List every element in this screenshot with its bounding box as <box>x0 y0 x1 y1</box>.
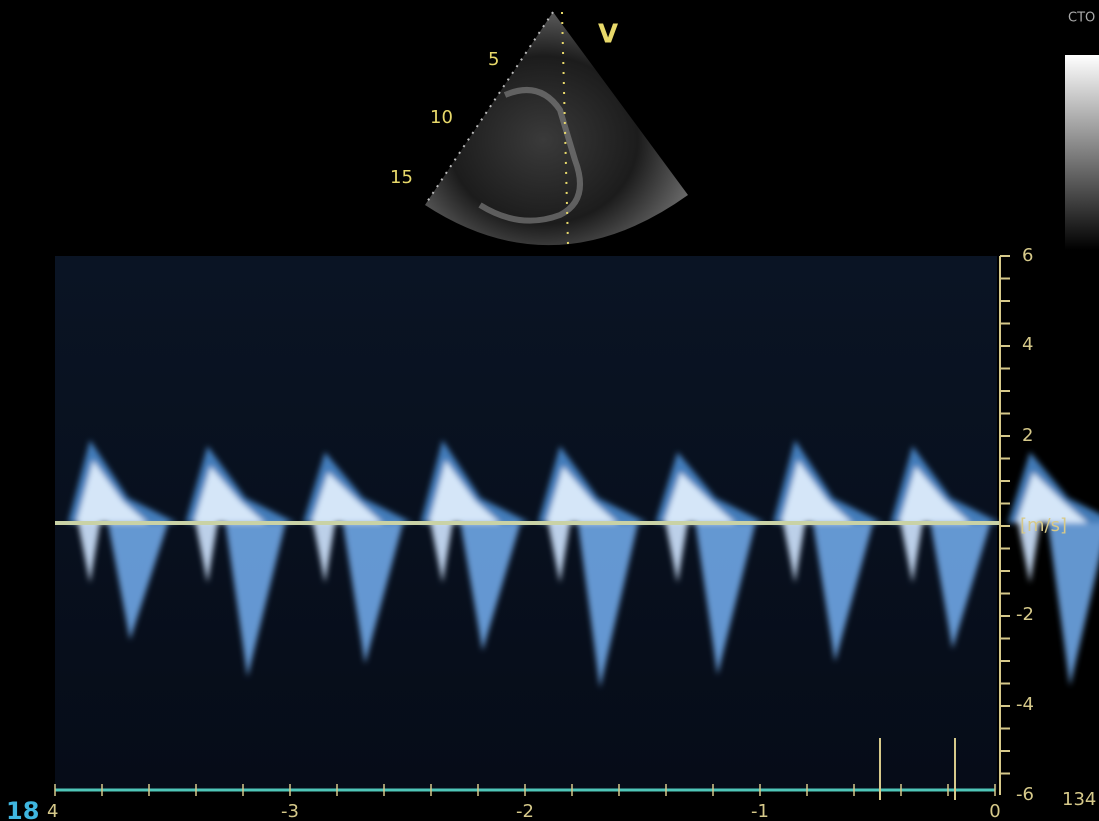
time-tick-label: 0 <box>989 801 1000 821</box>
time-tick-label: -2 <box>516 801 534 821</box>
colorbar-label: CTO <box>1068 11 1095 26</box>
depth-label: 5 <box>488 49 499 70</box>
time-tick-label: -1 <box>751 801 769 821</box>
velocity-tick-label: -4 <box>1016 694 1034 715</box>
readout-left: 18 <box>6 797 39 821</box>
velocity-tick-label: -2 <box>1016 604 1034 625</box>
sector-image <box>425 12 688 245</box>
depth-label: 15 <box>390 167 413 188</box>
velocity-unit: [m/s] <box>1020 515 1067 536</box>
velocity-tick-label: 2 <box>1022 425 1033 446</box>
ultrasound-screen: V 5 10 15 CTO 6 4 2 [m/s] -2 -4 -6 4 -3 … <box>0 0 1099 821</box>
time-tick-label: -3 <box>281 801 299 821</box>
time-tick-label: 4 <box>47 801 58 821</box>
gray-bar <box>1065 55 1099 250</box>
depth-label: 10 <box>430 107 453 128</box>
velocity-tick-label: -6 <box>1016 784 1034 805</box>
velocity-ticks <box>1000 256 1010 774</box>
reverse-flow <box>1048 523 1099 686</box>
velocity-tick-label: 4 <box>1022 334 1033 355</box>
velocity-tick-label: 6 <box>1022 245 1033 266</box>
time-ticks <box>55 784 995 796</box>
page: {"sector": {"mode_label": "V", "depth_la… <box>0 0 1099 821</box>
readout-right: 134 <box>1062 789 1096 810</box>
mode-label: V <box>598 20 618 50</box>
